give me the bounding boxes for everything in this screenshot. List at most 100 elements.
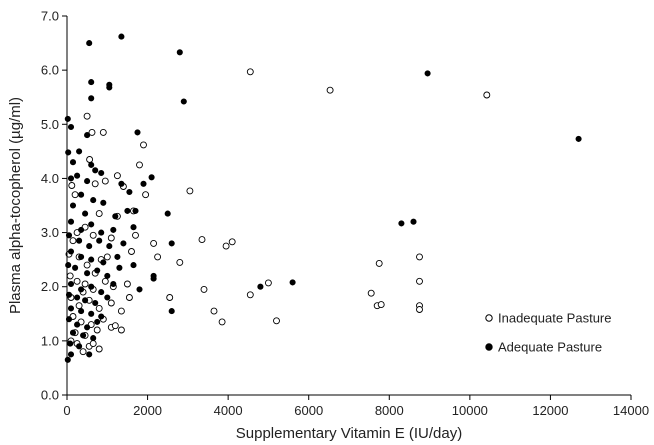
- inadequate-pasture-point: [71, 191, 79, 199]
- inadequate-pasture-point: [228, 238, 236, 246]
- adequate-pasture-point: [257, 283, 264, 290]
- adequate-pasture-point: [104, 272, 111, 279]
- adequate-pasture-point: [86, 40, 93, 47]
- inadequate-pasture-point: [111, 322, 119, 330]
- inadequate-pasture-point: [125, 294, 133, 301]
- inadequate-pasture-point: [246, 68, 254, 76]
- inadequate-pasture-point: [107, 299, 115, 307]
- adequate-pasture-point: [76, 237, 83, 244]
- adequate-pasture-point: [82, 210, 89, 217]
- inadequate-pasture-point: [416, 253, 423, 261]
- adequate-pasture-point: [110, 280, 117, 288]
- adequate-pasture-point: [78, 191, 85, 198]
- adequate-pasture-point: [88, 221, 95, 228]
- inadequate-pasture-point: [117, 326, 125, 334]
- adequate-pasture-point: [114, 253, 121, 260]
- inadequate-pasture-point: [218, 318, 226, 326]
- adequate-pasture-point: [86, 243, 93, 250]
- inadequate-pasture-point: [416, 277, 423, 285]
- adequate-pasture-point: [410, 218, 417, 225]
- adequate-pasture-point: [67, 340, 74, 347]
- inadequate-pasture-point: [176, 258, 184, 266]
- inadequate-pasture-point: [81, 280, 89, 288]
- y-tick-label: 3.0: [41, 225, 59, 240]
- adequate-pasture-point: [98, 289, 105, 296]
- adequate-pasture-point: [176, 49, 183, 56]
- adequate-pasture-point: [84, 270, 91, 277]
- inadequate-pasture-point: [99, 128, 107, 136]
- adequate-pasture-point: [65, 291, 73, 298]
- adequate-pasture-point: [88, 310, 95, 317]
- adequate-pasture-point: [100, 199, 107, 206]
- inadequate-pasture-point: [91, 180, 99, 188]
- adequate-pasture-point: [180, 98, 187, 105]
- y-tick-label: 7.0: [41, 9, 59, 24]
- adequate-pasture-point: [74, 172, 81, 179]
- adequate-pasture-point: [64, 356, 71, 363]
- inadequate-pasture-point: [246, 291, 254, 299]
- adequate-pasture-point: [88, 161, 95, 168]
- adequate-pasture-point: [126, 188, 133, 196]
- adequate-pasture-point: [74, 294, 81, 301]
- inadequate-pasture-point: [89, 231, 97, 239]
- inadequate-pasture-point: [95, 345, 103, 353]
- adequate-pasture-point: [84, 324, 91, 331]
- inadequate-pasture-point: [123, 280, 131, 288]
- inadequate-pasture-point: [103, 253, 111, 261]
- x-tick-label: 12000: [532, 403, 568, 418]
- adequate-pasture-point: [84, 132, 91, 139]
- adequate-pasture-point: [134, 129, 141, 136]
- adequate-pasture-point: [65, 316, 73, 323]
- inadequate-pasture-point: [69, 237, 77, 245]
- adequate-pasture-point: [80, 332, 87, 339]
- adequate-pasture-point: [130, 262, 137, 269]
- adequate-pasture-point: [88, 283, 95, 290]
- adequate-pasture-point: [168, 308, 175, 315]
- adequate-pasture-point: [132, 207, 139, 214]
- adequate-pasture-point: [69, 159, 77, 166]
- inadequate-pasture-point: [128, 248, 135, 255]
- inadequate-pasture-point: [113, 172, 121, 180]
- adequate-pasture-point: [67, 280, 75, 288]
- adequate-pasture-point: [78, 253, 85, 260]
- inadequate-pasture-point: [95, 210, 103, 218]
- inadequate-pasture-point: [101, 277, 109, 285]
- y-axis-title: Plasma alpha-tocopherol (µg/ml): [7, 97, 24, 314]
- adequate-pasture-point: [67, 175, 75, 182]
- adequate-pasture-point: [67, 351, 75, 358]
- x-tick-label: 8000: [375, 403, 404, 418]
- inadequate-pasture-point: [89, 340, 97, 348]
- adequate-pasture-point: [84, 178, 91, 185]
- y-tick-label: 6.0: [41, 63, 59, 78]
- inadequate-pasture-point: [101, 177, 109, 185]
- inadequate-pasture-point: [483, 91, 491, 99]
- y-tick-label: 0.0: [41, 388, 59, 403]
- inadequate-pasture-point: [154, 253, 162, 261]
- adequate-pasture-point: [94, 318, 101, 325]
- adequate-pasture-point: [78, 286, 85, 293]
- adequate-pasture-point: [100, 259, 107, 266]
- adequate-pasture-point: [130, 224, 137, 231]
- legend-marker-inadequate-pasture: [485, 314, 493, 322]
- adequate-pasture-point: [124, 207, 131, 214]
- adequate-pasture-point: [120, 240, 127, 247]
- adequate-pasture-point: [424, 70, 431, 77]
- adequate-pasture-point: [67, 248, 75, 255]
- inadequate-pasture-point: [264, 279, 272, 287]
- x-axis-title: Supplementary Vitamin E (IU/day): [236, 425, 463, 442]
- adequate-pasture-point: [90, 335, 97, 342]
- inadequate-pasture-point: [416, 306, 423, 313]
- adequate-pasture-point: [150, 275, 157, 282]
- adequate-pasture-point: [65, 232, 73, 239]
- x-tick-label: 2000: [133, 403, 162, 418]
- adequate-pasture-point: [148, 174, 155, 181]
- adequate-pasture-point: [136, 286, 143, 293]
- inadequate-pasture-point: [200, 285, 208, 293]
- inadequate-pasture-point: [73, 277, 81, 285]
- inadequate-pasture-point: [142, 191, 150, 199]
- inadequate-pasture-point: [83, 261, 91, 269]
- x-axis-ticks: 0 2000 4000 6000 8000 10000 12000 14000: [63, 395, 649, 418]
- inadequate-pasture-point: [88, 128, 96, 136]
- inadequate-pasture-point: [186, 187, 194, 195]
- adequate-pasture-point: [106, 84, 113, 91]
